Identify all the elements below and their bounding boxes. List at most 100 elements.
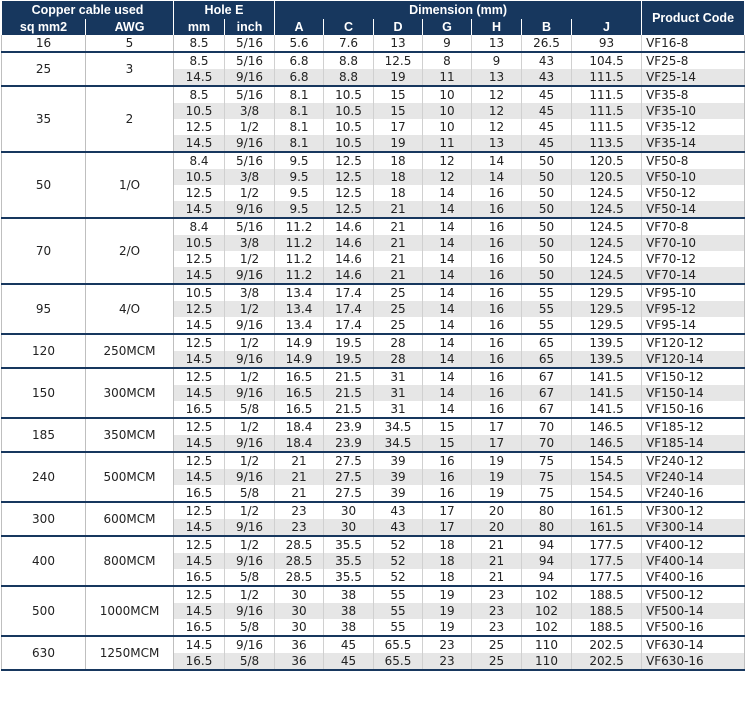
hole-inch-cell: 3/8 <box>224 284 275 301</box>
dim-a-cell: 11.2 <box>274 251 324 267</box>
dim-a-cell: 9.5 <box>274 169 324 185</box>
product-code-cell: VF240-16 <box>641 485 746 503</box>
hole-mm-cell: 12.5 <box>173 536 225 553</box>
dim-j-cell: 154.5 <box>570 469 642 485</box>
hole-inch-cell: 5/8 <box>224 653 275 671</box>
product-code-cell: VF120-12 <box>641 334 746 351</box>
table-row: 185 350MCM 12.5 1/2 18.4 23.9 34.5 15 17 70 146.5 V… <box>1 418 746 453</box>
dim-a-cell: 18.4 <box>274 418 324 435</box>
hole-mm-cell: 14.5 <box>173 69 225 87</box>
dim-d-cell: 28 <box>373 334 423 351</box>
dim-d-cell: 39 <box>373 469 423 485</box>
dim-b-cell: 75 <box>521 469 572 485</box>
hole-inch-cell: 1/2 <box>224 502 275 519</box>
hole-mm-cell: 16.5 <box>173 485 225 503</box>
dim-g-cell: 18 <box>422 536 472 553</box>
dim-g-cell: 14 <box>422 317 472 335</box>
table-row: 500 1000MCM 12.5 1/2 30 38 55 19 23 102 188.5 VF500… <box>1 586 746 637</box>
dim-b-cell: 50 <box>521 169 572 185</box>
dim-a-cell: 30 <box>274 586 324 603</box>
dim-a-cell: 21 <box>274 452 324 469</box>
hole-mm-cell: 8.4 <box>173 152 225 169</box>
sub-header-c: C <box>323 19 374 35</box>
dim-a-cell: 23 <box>274 519 324 537</box>
dim-j-cell: 146.5 <box>570 435 642 453</box>
product-code-cell: VF500-14 <box>641 603 746 619</box>
cable-size-sq-mm2-cell: 300 <box>1 502 86 537</box>
dim-b-cell: 80 <box>521 519 572 537</box>
dim-c-cell: 45 <box>323 653 374 671</box>
dim-j-cell: 146.5 <box>570 418 642 435</box>
dim-a-cell: 13.4 <box>274 284 324 301</box>
dim-a-cell: 16.5 <box>274 401 324 419</box>
dim-h-cell: 13 <box>471 35 522 53</box>
dim-b-cell: 67 <box>521 401 572 419</box>
table-row: 12.5 1/2 9.5 12.5 18 14 16 50 124.5 VF50-12 <box>2 185 746 201</box>
dim-a-cell: 6.8 <box>274 52 324 69</box>
dim-c-cell: 27.5 <box>323 469 374 485</box>
dim-j-cell: 154.5 <box>570 485 642 503</box>
hole-mm-cell: 12.5 <box>173 502 225 519</box>
cable-size-sq-mm2-cell: 120 <box>1 334 86 369</box>
product-code-cell: VF50-12 <box>641 185 746 201</box>
hole-inch-cell: 9/16 <box>224 201 275 219</box>
dim-b-cell: 45 <box>521 135 572 153</box>
dim-a-cell: 28.5 <box>274 553 324 569</box>
dim-g-cell: 23 <box>422 653 472 671</box>
dim-j-cell: 177.5 <box>570 536 642 553</box>
hole-mm-cell: 10.5 <box>173 235 225 251</box>
dim-h-cell: 16 <box>471 201 522 219</box>
dim-g-cell: 16 <box>422 469 472 485</box>
dim-b-cell: 102 <box>521 586 572 603</box>
cable-size-awg-cell: 250MCM <box>85 334 174 369</box>
cable-size-awg-cell: 3 <box>85 52 174 87</box>
dim-j-cell: 188.5 <box>570 619 642 637</box>
product-code-cell: VF70-8 <box>641 218 746 235</box>
dim-b-cell: 70 <box>521 435 572 453</box>
hole-inch-cell: 1/2 <box>224 418 275 435</box>
hole-mm-cell: 8.5 <box>173 86 225 103</box>
dim-j-cell: 104.5 <box>570 52 642 69</box>
dim-d-cell: 13 <box>373 35 423 53</box>
dim-d-cell: 18 <box>373 185 423 201</box>
dim-j-cell: 111.5 <box>570 69 642 87</box>
dim-g-cell: 23 <box>422 636 472 653</box>
table-row: 14.5 9/16 6.8 8.8 19 11 13 43 111.5 VF25-14 <box>2 69 746 87</box>
dim-h-cell: 13 <box>471 135 522 153</box>
product-code-cell: VF630-16 <box>641 653 746 671</box>
dim-j-cell: 120.5 <box>570 169 642 185</box>
hole-mm-cell: 12.5 <box>173 586 225 603</box>
dim-d-cell: 25 <box>373 284 423 301</box>
dim-b-cell: 50 <box>521 251 572 267</box>
table-row: 10.5 3/8 8.1 10.5 15 10 12 45 111.5 VF35-10 <box>2 103 746 119</box>
dim-j-cell: 111.5 <box>570 103 642 119</box>
dim-b-cell: 55 <box>521 284 572 301</box>
table-row: 16 5 8.5 5/16 5.6 7.6 13 9 13 26.5 93 VF16-8 <box>1 35 746 53</box>
dim-c-cell: 14.6 <box>323 218 374 235</box>
dim-c-cell: 21.5 <box>323 368 374 385</box>
dim-a-cell: 21 <box>274 485 324 503</box>
dim-d-cell: 55 <box>373 586 423 603</box>
cable-size-sq-mm2-cell: 185 <box>1 418 86 453</box>
dim-g-cell: 14 <box>422 218 472 235</box>
dim-d-cell: 21 <box>373 218 423 235</box>
cable-size-sq-mm2-cell: 400 <box>1 536 86 587</box>
hole-mm-cell: 14.5 <box>173 317 225 335</box>
dim-h-cell: 16 <box>471 301 522 317</box>
hole-mm-cell: 12.5 <box>173 334 225 351</box>
hole-inch-cell: 5/16 <box>224 218 275 235</box>
product-code-cell: VF70-10 <box>641 235 746 251</box>
hole-e-header: Hole E <box>173 1 275 19</box>
dim-b-cell: 50 <box>521 152 572 169</box>
dim-d-cell: 21 <box>373 251 423 267</box>
dim-h-cell: 20 <box>471 519 522 537</box>
product-code-header: Product Code <box>641 1 746 35</box>
dim-d-cell: 43 <box>373 502 423 519</box>
dim-a-cell: 23 <box>274 502 324 519</box>
dim-d-cell: 21 <box>373 267 423 285</box>
hole-inch-cell: 9/16 <box>224 317 275 335</box>
dim-h-cell: 16 <box>471 401 522 419</box>
dim-c-cell: 10.5 <box>323 103 374 119</box>
dim-j-cell: 124.5 <box>570 235 642 251</box>
dim-d-cell: 21 <box>373 201 423 219</box>
